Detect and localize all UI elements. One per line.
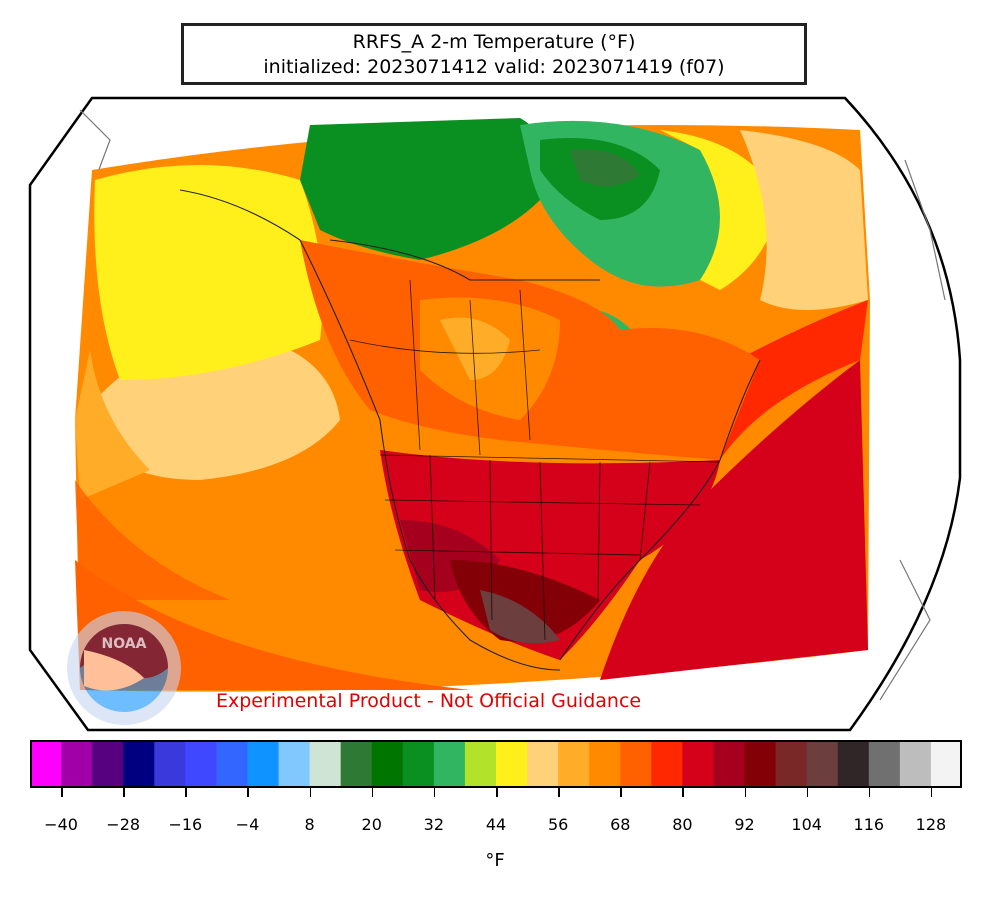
map-subtitle: initialized: 2023071412 valid: 202307141… bbox=[263, 56, 725, 78]
colorbar-swatch bbox=[278, 740, 311, 788]
colorbar-tick-label: 104 bbox=[791, 815, 822, 834]
colorbar-tick-label: 92 bbox=[734, 815, 755, 834]
colorbar-swatch bbox=[496, 740, 528, 788]
colorbar-swatch bbox=[651, 740, 683, 788]
colorbar-swatch bbox=[464, 740, 497, 788]
colorbar-tick-mark bbox=[123, 788, 125, 797]
colorbar-unit-label: °F bbox=[485, 850, 505, 871]
colorbar-swatch bbox=[868, 740, 901, 788]
colorbar-tick-mark bbox=[806, 788, 809, 797]
colorbar-swatch bbox=[340, 740, 373, 788]
noaa-logo-text: NOAA bbox=[102, 636, 147, 652]
colorbar-swatch bbox=[775, 740, 808, 788]
colorbar-swatch bbox=[30, 740, 62, 788]
colorbar-tick-mark bbox=[744, 788, 747, 797]
colorbar-swatch bbox=[61, 740, 93, 788]
usa-landmass bbox=[380, 450, 720, 660]
colorbar-swatch bbox=[744, 740, 777, 788]
colorbar-tick-label: 8 bbox=[304, 815, 315, 834]
map-title-box: RRFS_A 2-m Temperature (°F) initialized:… bbox=[181, 23, 807, 85]
colorbar-tick-label: 80 bbox=[672, 815, 693, 834]
colorbar-swatch bbox=[92, 740, 124, 788]
colorbar-swatch bbox=[433, 740, 466, 788]
colorbar-swatch bbox=[309, 740, 342, 788]
colorbar-swatch bbox=[247, 740, 280, 788]
map-title: RRFS_A 2-m Temperature (°F) bbox=[352, 31, 636, 53]
noaa-logo bbox=[67, 611, 181, 725]
colorbar-swatch bbox=[899, 740, 932, 788]
colorbar-swatch bbox=[837, 740, 870, 788]
colorbar-tick-mark bbox=[247, 788, 249, 797]
experimental-watermark: Experimental Product - Not Official Guid… bbox=[216, 690, 642, 712]
colorbar-tick-label: 44 bbox=[485, 815, 507, 834]
colorbar-tick-mark bbox=[558, 788, 560, 797]
colorbar-swatch bbox=[806, 740, 839, 788]
colorbar-tick-label: 56 bbox=[547, 815, 569, 834]
colorbar-swatch bbox=[527, 740, 559, 788]
colorbar-tick-label: 20 bbox=[361, 815, 382, 834]
colorbar-tick-label: 116 bbox=[853, 815, 885, 834]
colorbar-swatch bbox=[930, 740, 962, 788]
colorbar-tick-mark bbox=[620, 788, 622, 797]
colorbar-swatch bbox=[402, 740, 435, 788]
colorbar-swatch bbox=[185, 740, 217, 788]
colorbar-tick-mark bbox=[682, 788, 684, 797]
colorbar-swatch bbox=[589, 740, 621, 788]
colorbar-tick-mark bbox=[185, 788, 187, 797]
colorbar-tick-mark bbox=[868, 788, 871, 797]
colorbar-swatch bbox=[682, 740, 714, 788]
colorbar-swatch bbox=[713, 740, 746, 788]
colorbar bbox=[30, 740, 962, 788]
colorbar-tick-label: −28 bbox=[106, 815, 141, 834]
colorbar-tick-mark bbox=[309, 788, 312, 797]
colorbar-tick-label: 68 bbox=[610, 815, 631, 834]
colorbar-swatch bbox=[371, 740, 404, 788]
colorbar-tick-mark bbox=[930, 788, 933, 797]
colorbar-tick-mark bbox=[371, 788, 374, 797]
colorbar-tick-mark bbox=[61, 788, 63, 797]
colorbar-swatch bbox=[216, 740, 248, 788]
temperature-map: NOAA bbox=[28, 96, 962, 732]
colorbar-swatch bbox=[558, 740, 590, 788]
colorbar-tick-label: −4 bbox=[235, 815, 260, 834]
colorbar-tick-mark bbox=[496, 788, 498, 797]
colorbar-swatch bbox=[154, 740, 186, 788]
colorbar-tick-label: −16 bbox=[168, 815, 203, 834]
colorbar-tick-label: 32 bbox=[423, 815, 445, 834]
colorbar-tick-mark bbox=[433, 788, 436, 797]
colorbar-tick-label: −40 bbox=[44, 815, 78, 834]
colorbar-swatch bbox=[620, 740, 652, 788]
colorbar-tick-label: 128 bbox=[915, 815, 947, 834]
colorbar-swatch bbox=[123, 740, 155, 788]
